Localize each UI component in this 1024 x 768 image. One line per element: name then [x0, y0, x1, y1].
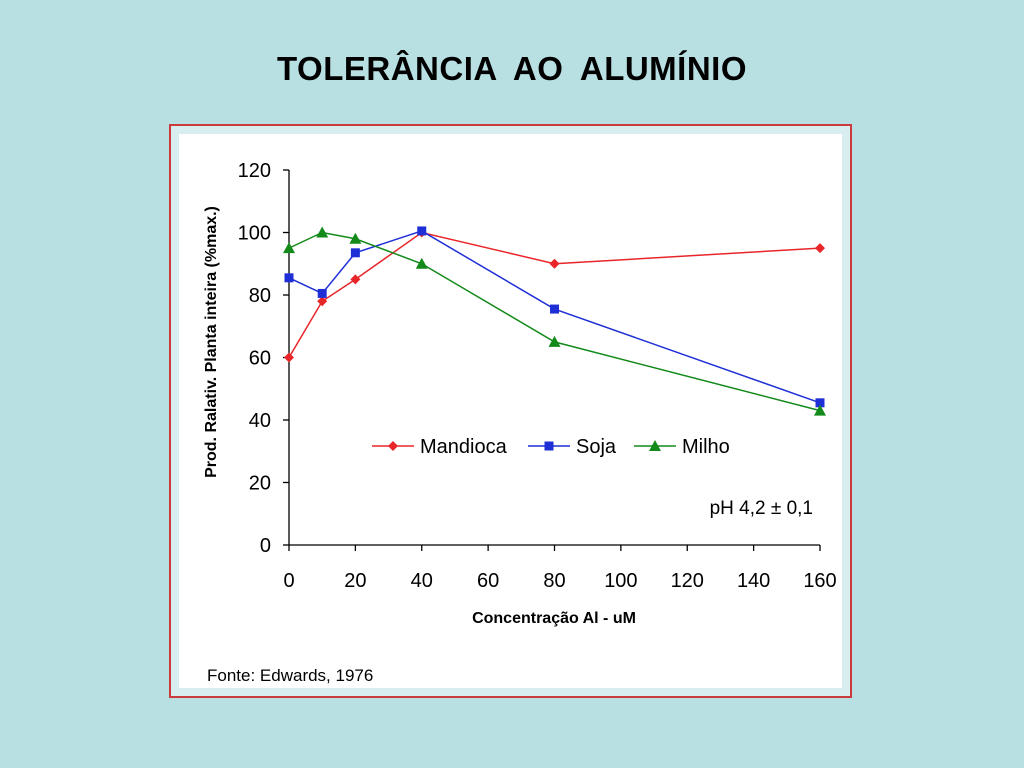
- chart-legend: Mandioca Soja Milho: [372, 436, 730, 458]
- legend-item-milho: Milho: [634, 436, 730, 458]
- x-tick-label: 80: [543, 570, 565, 592]
- x-tick-label: 20: [344, 570, 366, 592]
- series-layer: [283, 226, 826, 416]
- series-soja: [284, 226, 825, 408]
- x-tick-label: 120: [671, 570, 704, 592]
- data-point: [350, 274, 361, 285]
- series-mandioca: [284, 227, 825, 363]
- data-point: [415, 257, 428, 269]
- data-point: [814, 404, 826, 416]
- x-tick-label: 0: [283, 570, 294, 592]
- y-tick-label: 60: [249, 348, 271, 370]
- source-caption: Fonte: Edwards, 1976: [207, 666, 373, 685]
- legend-marker: [388, 441, 398, 451]
- legend-marker: [544, 441, 554, 451]
- legend-label: Mandioca: [420, 436, 508, 458]
- data-point: [284, 352, 294, 363]
- legend-label: Soja: [576, 436, 617, 458]
- data-point: [417, 226, 427, 236]
- legend-item-soja: Soja: [528, 436, 617, 458]
- data-point: [549, 258, 560, 269]
- data-point: [284, 273, 294, 283]
- data-point: [349, 232, 362, 244]
- legend-item-mandioca: Mandioca: [372, 436, 508, 458]
- series-milho: [283, 226, 826, 416]
- data-point: [317, 288, 327, 298]
- y-tick-label: 20: [249, 473, 271, 495]
- y-axis-title: Prod. Ralativ. Planta inteira (%max.): [203, 206, 220, 478]
- data-point: [815, 243, 825, 254]
- x-tick-label: 40: [411, 570, 433, 592]
- x-tick-label: 100: [604, 570, 637, 592]
- data-point: [317, 296, 328, 307]
- y-tick-label: 0: [260, 535, 271, 557]
- data-point: [316, 226, 329, 238]
- data-point: [350, 248, 360, 258]
- x-tick-label: 60: [477, 570, 499, 592]
- series-line: [288, 231, 821, 412]
- series-line: [288, 231, 821, 358]
- slide-title: TOLERÂNCIA AO ALUMÍNIO: [276, 50, 748, 87]
- legend-label: Milho: [682, 436, 730, 458]
- series-line: [288, 230, 821, 404]
- data-point: [283, 242, 295, 254]
- x-axis-title: Concentração Al - uM: [472, 610, 636, 627]
- chart-panel: [169, 124, 852, 698]
- legend-marker: [649, 440, 661, 451]
- y-tick-label: 80: [249, 285, 271, 307]
- data-point: [548, 335, 561, 347]
- ph-annotation: pH 4,2 ± 0,1: [710, 498, 813, 519]
- y-tick-label: 100: [238, 223, 271, 245]
- y-tick-label: 40: [249, 410, 271, 432]
- data-point: [815, 398, 825, 408]
- data-point: [550, 304, 559, 314]
- chart-axes: 0 20 40 60 80 100 120 0 20 40 60 80 100 120 140 160: [238, 160, 837, 592]
- x-tick-label: 140: [737, 570, 770, 592]
- x-tick-label: 160: [803, 570, 836, 592]
- y-tick-label: 120: [238, 160, 271, 182]
